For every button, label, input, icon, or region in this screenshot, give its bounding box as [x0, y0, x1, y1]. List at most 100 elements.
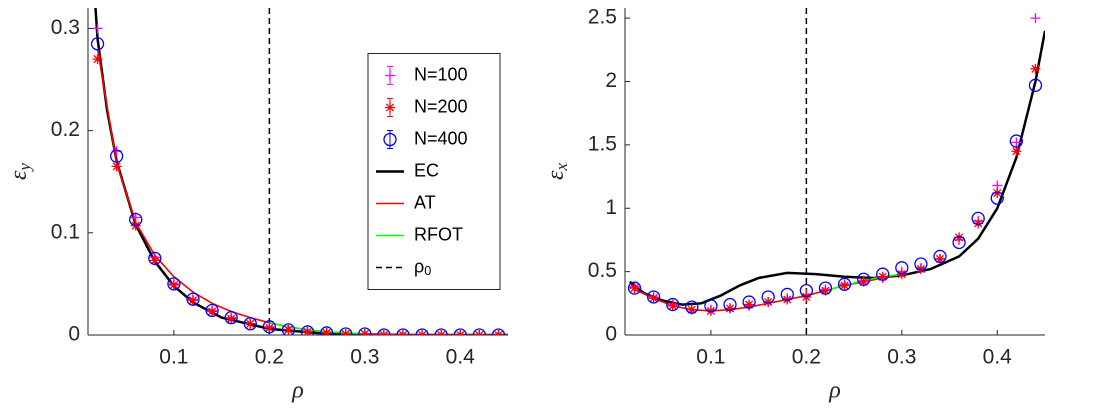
marker: [952, 235, 966, 250]
marker: [243, 317, 257, 331]
y-tick-label: 0.3: [51, 16, 80, 39]
marker: [742, 295, 756, 309]
marker: [358, 327, 372, 335]
marker: [302, 326, 313, 335]
marker: [321, 327, 332, 335]
marker: [1009, 134, 1024, 148]
marker: [646, 290, 661, 304]
plot-area: [90, 8, 508, 335]
legend-marker: [385, 102, 395, 113]
line: [628, 30, 1045, 306]
marker: [1011, 137, 1022, 148]
marker: [820, 285, 831, 296]
marker: [472, 328, 487, 335]
marker: [491, 328, 506, 335]
marker: [837, 277, 852, 291]
marker: [935, 253, 945, 264]
y-axis-label: εx: [543, 162, 571, 179]
marker: [186, 292, 200, 306]
legend-label: ρ0: [414, 256, 431, 278]
marker: [780, 287, 794, 302]
marker: [877, 271, 888, 282]
marker: [761, 290, 775, 304]
marker: [90, 37, 105, 51]
marker: [1028, 78, 1043, 92]
marker: [378, 330, 389, 335]
marker: [109, 149, 124, 163]
y-tick-label: 0.1: [51, 220, 80, 243]
x-tick-label: 0.3: [887, 346, 916, 369]
panel: 0.1 0.2 0.3 0.4 0 0.1 0.2 0.3 ρ εy: [6, 8, 508, 404]
marker: [856, 272, 871, 286]
x-tick-label: 0.4: [983, 346, 1013, 369]
legend: N=100 N=200 N=400 EC AT RFOT ρ0: [367, 53, 501, 290]
marker: [434, 328, 448, 335]
x-tick-label: 0.4: [446, 346, 476, 369]
x-tick-label: 0.2: [255, 346, 284, 369]
marker: [629, 283, 640, 294]
legend-label: EC: [414, 160, 439, 180]
marker: [377, 328, 391, 335]
y-tick-label: 1: [605, 196, 617, 219]
marker: [992, 188, 1003, 199]
x-tick-label: 0.1: [159, 346, 188, 369]
marker: [973, 218, 984, 229]
marker: [723, 297, 737, 312]
y-tick-label: 0: [605, 323, 617, 346]
panel: 0.1 0.2 0.3 0.4 0 0.5 1 1.5 2 2.5 ρ εx: [543, 6, 1045, 404]
marker: [763, 297, 774, 308]
marker: [245, 318, 256, 329]
marker: [453, 328, 467, 335]
marker: [226, 313, 237, 324]
marker: [744, 299, 755, 310]
marker: [725, 303, 735, 314]
legend-label: RFOT: [414, 224, 463, 244]
marker: [129, 212, 143, 227]
marker: [283, 324, 294, 335]
marker: [1030, 13, 1041, 24]
marker: [493, 330, 504, 335]
marker: [168, 279, 179, 290]
y-tick-label: 2.5: [588, 6, 617, 29]
marker: [167, 277, 181, 291]
legend-label: N=100: [414, 64, 468, 84]
plot-area: [627, 8, 1045, 335]
marker: [319, 326, 334, 335]
marker: [224, 310, 238, 325]
marker: [954, 232, 965, 243]
marker: [474, 330, 485, 335]
marker: [1011, 146, 1022, 157]
marker: [92, 23, 103, 34]
marker: [398, 330, 408, 335]
marker: [205, 303, 219, 318]
marker: [436, 330, 447, 335]
marker: [686, 304, 697, 315]
marker: [782, 294, 793, 305]
marker: [704, 299, 718, 313]
marker: [839, 280, 850, 291]
marker: [148, 251, 162, 266]
marker: [1030, 63, 1041, 74]
legend-label: N=400: [414, 128, 468, 148]
marker: [92, 54, 103, 65]
marker: [895, 261, 909, 275]
marker: [705, 305, 716, 316]
legend-label: N=200: [414, 96, 468, 116]
marker: [933, 249, 947, 264]
marker: [264, 322, 275, 333]
marker: [417, 330, 428, 335]
marker: [188, 295, 198, 306]
x-tick-label: 0.1: [696, 346, 725, 369]
legend-marker: [385, 70, 395, 81]
marker: [685, 300, 699, 314]
legend-label: AT: [414, 192, 436, 212]
marker: [281, 323, 296, 335]
marker: [876, 267, 890, 281]
marker: [648, 293, 659, 304]
marker: [207, 306, 218, 317]
marker: [799, 283, 814, 298]
marker: [415, 328, 429, 335]
legend-marker: [383, 132, 397, 147]
y-tick-label: 1.5: [588, 132, 617, 155]
